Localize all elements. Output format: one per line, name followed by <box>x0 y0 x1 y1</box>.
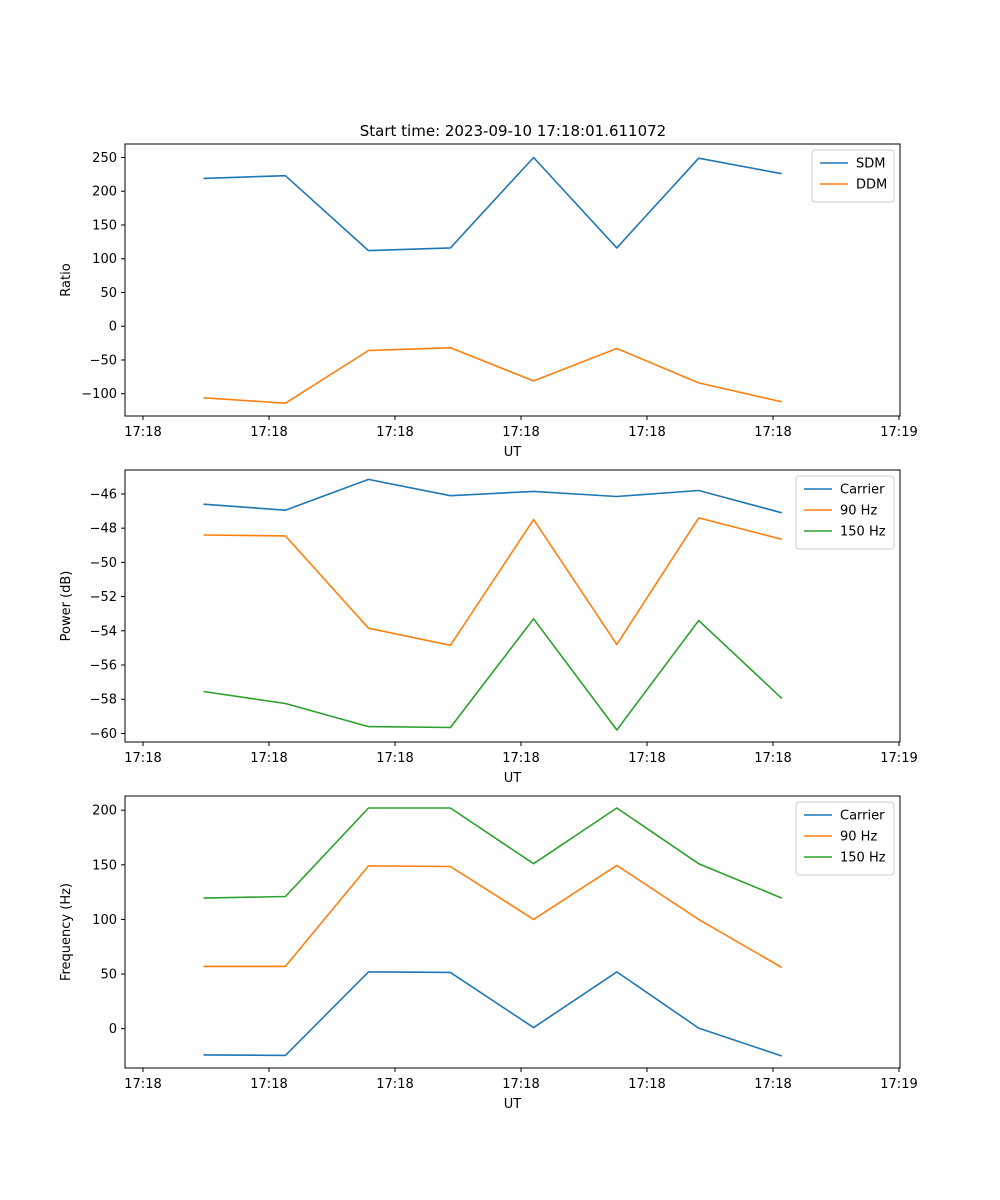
y-tick-label: 100 <box>92 252 117 267</box>
x-tick-label: 17:18 <box>376 425 413 440</box>
series-line-sdm <box>203 156 782 252</box>
axes-frame <box>124 469 901 743</box>
y-tick-label: 0 <box>109 320 117 335</box>
chart-panel-3: 17:18 17:18 17:18 17:18 17:18 17:18 17:19 0 50 10… <box>59 795 918 1112</box>
chart-title: Start time: 2023-09-10 17:18:01.611072 <box>360 122 666 140</box>
charts-container: 17:18 17:18 17:18 17:18 17:18 17:18 17:19 −100 −… <box>59 143 918 1112</box>
series-line-90-hz <box>203 517 782 647</box>
legend-label: DDM <box>856 178 887 193</box>
x-tick-label: 17:18 <box>628 751 665 766</box>
y-tick-label: −60 <box>90 727 117 742</box>
x-tick-label: 17:18 <box>124 751 161 766</box>
y-axis-label: Ratio <box>59 263 74 296</box>
x-tick-label: 17:18 <box>754 1077 791 1092</box>
axes-frame <box>124 795 901 1069</box>
y-tick-label: 200 <box>92 185 117 200</box>
y-tick-label: 100 <box>92 913 117 928</box>
x-tick-label: 17:18 <box>502 425 539 440</box>
legend-label: 90 Hz <box>840 830 877 845</box>
x-tick-label: 17:18 <box>250 425 287 440</box>
x-tick-label: 17:18 <box>502 751 539 766</box>
x-axis-label: UT <box>504 1097 522 1112</box>
x-tick-label: 17:18 <box>628 1077 665 1092</box>
y-tick-label: 0 <box>109 1022 117 1037</box>
x-tick-label: 17:18 <box>628 425 665 440</box>
legend-label: 90 Hz <box>840 504 877 519</box>
x-tick-label: 17:18 <box>250 1077 287 1092</box>
x-tick-label: 17:18 <box>754 751 791 766</box>
legend-label: Carrier <box>840 809 885 824</box>
series-line-ddm <box>203 346 782 405</box>
chart-panel-1: 17:18 17:18 17:18 17:18 17:18 17:18 17:19 −100 −… <box>59 143 918 460</box>
x-tick-label: 17:19 <box>880 751 917 766</box>
y-tick-label: −48 <box>90 522 117 537</box>
y-tick-label: −100 <box>81 387 117 402</box>
y-axis-label: Frequency (Hz) <box>59 883 74 981</box>
series-line-90-hz <box>203 864 783 969</box>
axes-frame <box>124 143 901 417</box>
y-tick-label: 200 <box>92 804 117 819</box>
legend: Carrier 90 Hz 150 Hz <box>795 801 895 876</box>
x-tick-label: 17:18 <box>754 425 791 440</box>
x-tick-label: 17:18 <box>376 751 413 766</box>
y-tick-label: −50 <box>90 556 117 571</box>
y-axis-label: Power (dB) <box>59 571 74 642</box>
y-tick-label: 150 <box>92 218 117 233</box>
series-line-carrier <box>203 971 783 1057</box>
x-tick-label: 17:18 <box>124 425 161 440</box>
y-tick-label: −56 <box>90 659 117 674</box>
y-tick-label: −54 <box>90 624 117 639</box>
x-axis-label: UT <box>504 771 522 786</box>
y-tick-label: 50 <box>100 286 117 301</box>
series-line-150-hz <box>203 617 783 731</box>
series-line-150-hz <box>203 807 783 899</box>
y-tick-label: −50 <box>90 353 117 368</box>
chart-panel-2: 17:18 17:18 17:18 17:18 17:18 17:18 17:19 −60 −5… <box>59 469 918 786</box>
x-tick-label: 17:18 <box>376 1077 413 1092</box>
legend: Carrier 90 Hz 150 Hz <box>795 475 895 550</box>
legend-label: 150 Hz <box>840 851 886 866</box>
y-tick-label: −52 <box>90 590 117 605</box>
y-tick-label: −46 <box>90 487 117 502</box>
legend-label: Carrier <box>840 483 885 498</box>
x-tick-label: 17:19 <box>880 425 917 440</box>
x-tick-label: 17:19 <box>880 1077 917 1092</box>
legend: SDM DDM <box>811 149 895 203</box>
x-tick-label: 17:18 <box>502 1077 539 1092</box>
legend-label: 150 Hz <box>840 525 886 540</box>
y-tick-label: 50 <box>100 968 117 983</box>
series-line-carrier <box>203 478 783 514</box>
legend-label: SDM <box>856 157 885 172</box>
x-axis-label: UT <box>504 445 522 460</box>
x-tick-label: 17:18 <box>250 751 287 766</box>
x-tick-label: 17:18 <box>124 1077 161 1092</box>
y-tick-label: 250 <box>92 151 117 166</box>
y-tick-label: −58 <box>90 693 117 708</box>
y-tick-label: 150 <box>92 858 117 873</box>
